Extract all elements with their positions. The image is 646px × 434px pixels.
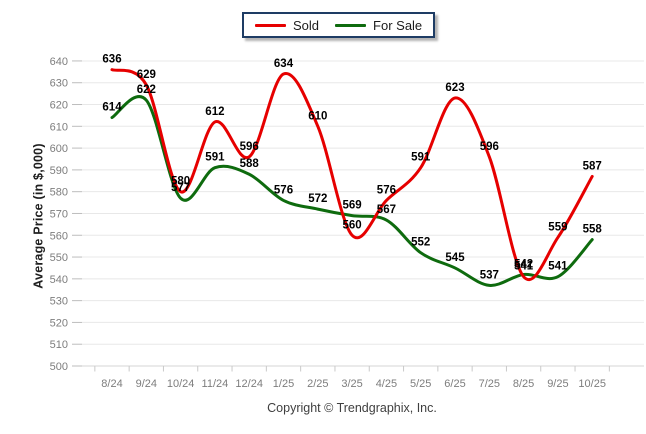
svg-text:520: 520 bbox=[50, 317, 68, 329]
copyright-text: Copyright © Trendgraphix, Inc. bbox=[267, 401, 437, 415]
legend-label-sold: Sold bbox=[293, 18, 320, 33]
svg-text:634: 634 bbox=[274, 58, 294, 70]
svg-text:541: 541 bbox=[548, 261, 568, 273]
for-sale-line-swatch bbox=[335, 23, 367, 27]
sold-line-swatch bbox=[255, 23, 286, 27]
svg-text:610: 610 bbox=[308, 110, 327, 122]
legend: Sold For Sale bbox=[242, 12, 436, 38]
svg-text:552: 552 bbox=[411, 237, 430, 249]
svg-text:590: 590 bbox=[50, 165, 68, 177]
svg-text:4/25: 4/25 bbox=[376, 378, 397, 390]
svg-text:612: 612 bbox=[205, 106, 224, 118]
svg-text:8/25: 8/25 bbox=[513, 378, 534, 390]
svg-text:576: 576 bbox=[377, 184, 396, 196]
svg-text:530: 530 bbox=[50, 296, 68, 308]
svg-text:570: 570 bbox=[50, 208, 68, 220]
svg-text:9/24: 9/24 bbox=[136, 378, 157, 390]
svg-text:5/25: 5/25 bbox=[410, 378, 431, 390]
svg-text:596: 596 bbox=[240, 141, 259, 153]
svg-text:550: 550 bbox=[50, 252, 68, 264]
svg-text:629: 629 bbox=[137, 69, 156, 81]
svg-text:1/25: 1/25 bbox=[273, 378, 294, 390]
svg-text:577: 577 bbox=[171, 182, 190, 194]
svg-text:542: 542 bbox=[514, 258, 533, 270]
svg-text:596: 596 bbox=[480, 141, 499, 153]
svg-text:560: 560 bbox=[343, 219, 362, 231]
svg-text:580: 580 bbox=[50, 187, 68, 199]
svg-text:622: 622 bbox=[137, 84, 156, 96]
svg-text:559: 559 bbox=[548, 221, 567, 233]
legend-label-for-sale: For Sale bbox=[373, 18, 423, 33]
svg-text:500: 500 bbox=[50, 361, 68, 373]
svg-text:537: 537 bbox=[480, 269, 499, 281]
svg-text:576: 576 bbox=[274, 184, 293, 196]
legend-item-sold: Sold bbox=[255, 18, 319, 32]
svg-text:7/25: 7/25 bbox=[479, 378, 500, 390]
svg-text:614: 614 bbox=[102, 102, 122, 114]
svg-text:587: 587 bbox=[583, 160, 602, 172]
svg-text:10/24: 10/24 bbox=[167, 378, 195, 390]
svg-text:591: 591 bbox=[205, 152, 225, 164]
svg-text:610: 610 bbox=[50, 121, 68, 133]
svg-text:540: 540 bbox=[50, 274, 68, 286]
svg-text:569: 569 bbox=[343, 200, 362, 212]
svg-text:630: 630 bbox=[50, 78, 68, 90]
svg-text:510: 510 bbox=[50, 339, 68, 351]
svg-text:541: 541 bbox=[514, 261, 534, 273]
svg-text:3/25: 3/25 bbox=[341, 378, 362, 390]
svg-text:12/24: 12/24 bbox=[235, 378, 263, 390]
svg-text:580: 580 bbox=[171, 176, 190, 188]
svg-text:640: 640 bbox=[50, 56, 68, 68]
svg-text:558: 558 bbox=[583, 224, 603, 236]
svg-text:10/25: 10/25 bbox=[578, 378, 606, 390]
svg-text:572: 572 bbox=[308, 193, 327, 205]
svg-text:591: 591 bbox=[411, 152, 431, 164]
svg-text:560: 560 bbox=[50, 230, 68, 242]
svg-text:623: 623 bbox=[445, 82, 464, 94]
svg-text:6/25: 6/25 bbox=[444, 378, 465, 390]
svg-text:2/25: 2/25 bbox=[307, 378, 328, 390]
svg-text:636: 636 bbox=[102, 54, 121, 66]
svg-text:567: 567 bbox=[377, 204, 396, 216]
legend-item-for-sale: For Sale bbox=[335, 18, 422, 32]
svg-text:600: 600 bbox=[50, 143, 68, 155]
svg-text:8/24: 8/24 bbox=[101, 378, 122, 390]
svg-text:545: 545 bbox=[445, 252, 465, 264]
svg-text:588: 588 bbox=[240, 158, 260, 170]
svg-text:620: 620 bbox=[50, 100, 68, 112]
svg-text:11/24: 11/24 bbox=[202, 378, 229, 390]
svg-text:9/25: 9/25 bbox=[547, 378, 568, 390]
